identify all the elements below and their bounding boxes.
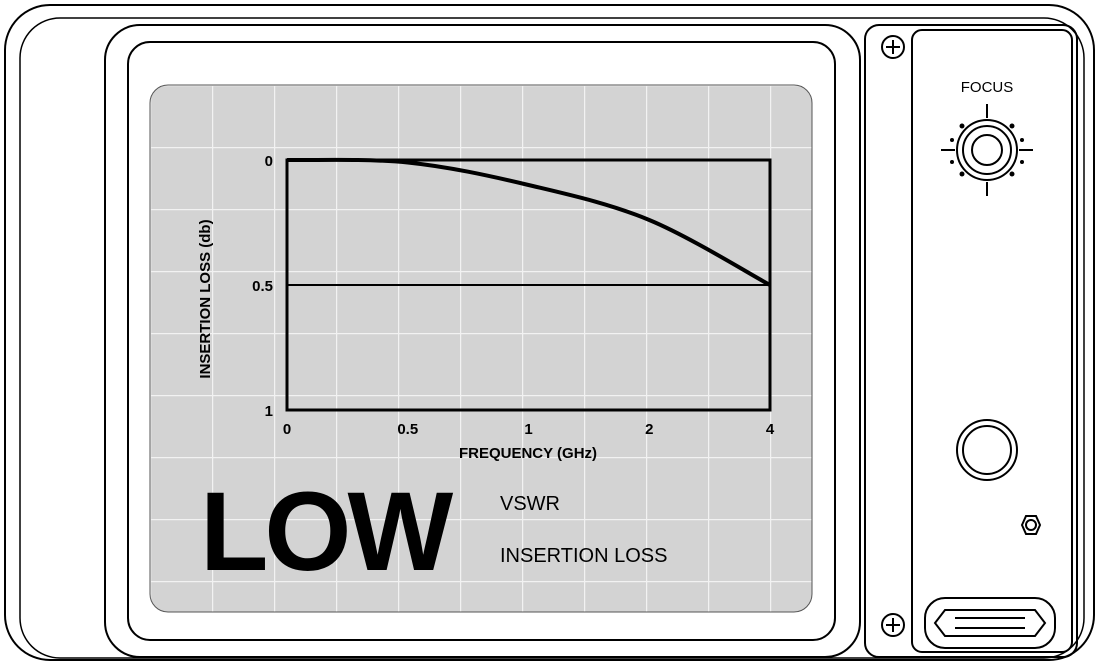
x-tick-label: 4 xyxy=(766,421,775,438)
focus-knob[interactable] xyxy=(941,104,1033,196)
handle[interactable] xyxy=(925,598,1055,648)
knob-label: FOCUS xyxy=(961,79,1014,96)
annotation: VSWR xyxy=(500,493,560,515)
x-tick-label: 0 xyxy=(283,421,291,438)
x-axis-label: FREQUENCY (GHz) xyxy=(459,445,597,462)
device: FOCUS INSERTION LOSS (db) FREQUENCY (GHz… xyxy=(0,0,1099,665)
nut xyxy=(1022,516,1040,534)
x-tick-label: 2 xyxy=(645,421,653,438)
page: FOCUS INSERTION LOSS (db) FREQUENCY (GHz… xyxy=(0,0,1099,665)
screws xyxy=(882,36,904,636)
y-tick-label: 0.5 xyxy=(252,278,273,295)
push-button[interactable] xyxy=(957,420,1017,480)
y-tick-label: 0 xyxy=(265,153,273,170)
x-tick-label: 0.5 xyxy=(397,421,418,438)
headline: LOW xyxy=(200,469,454,594)
annotation: INSERTION LOSS xyxy=(500,545,667,567)
y-axis-label: INSERTION LOSS (db) xyxy=(197,219,214,378)
y-tick-label: 1 xyxy=(265,403,273,420)
x-tick-label: 1 xyxy=(524,421,532,438)
